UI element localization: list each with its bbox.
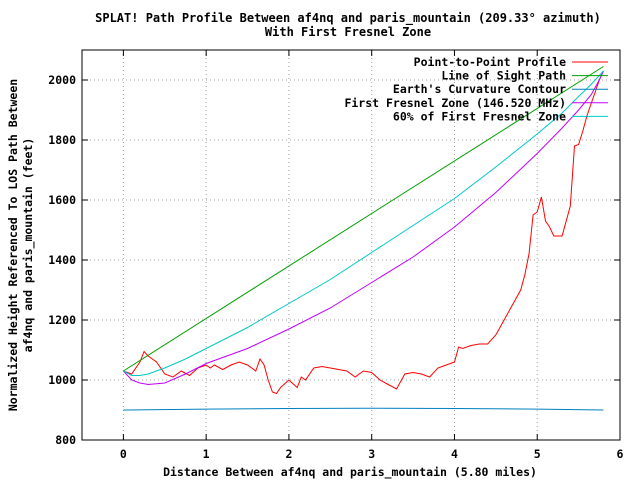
x-tick-label: 3	[368, 447, 375, 461]
x-tick-label: 5	[534, 447, 541, 461]
y-tick-label: 1600	[48, 193, 76, 207]
x-tick-label: 6	[617, 447, 624, 461]
y-axis-label-line2: af4nq and paris_mountain (feet)	[21, 138, 36, 353]
y-axis-label-line1: Normalized Height Referenced To LOS Path…	[6, 79, 20, 411]
y-tick-label: 1000	[48, 373, 76, 387]
x-tick-label: 4	[451, 447, 458, 461]
series-group	[123, 66, 604, 411]
chart-subtitle: With First Fresnel Zone	[265, 25, 431, 39]
legend-label-1: Point-to-Point Profile	[414, 55, 566, 69]
y-tick-label: 800	[55, 433, 76, 447]
legend-label-5: 60% of First Fresnel Zone	[393, 109, 566, 123]
legend-label-2: Line of Sight Path	[441, 69, 566, 83]
plot-frame	[81, 49, 621, 441]
y-tick-label: 2000	[48, 73, 76, 87]
legend-label-3: Earth's Curvature Contour	[393, 82, 566, 96]
y-tick-label: 1400	[48, 253, 76, 267]
tick-group: 0 1 2 3 4 5 6 800 1000 1200 1400 1600 1800 2000	[48, 50, 624, 461]
series-line-5	[123, 70, 604, 376]
x-tick-label: 0	[120, 447, 127, 461]
series-line-4	[123, 70, 604, 386]
x-tick-label: 2	[285, 447, 292, 461]
y-tick-label: 1800	[48, 133, 76, 147]
x-axis-label: Distance Between af4nq and paris_mountai…	[163, 465, 537, 480]
y-tick-label: 1200	[48, 313, 76, 327]
chart-title: SPLAT! Path Profile Between af4nq and pa…	[95, 11, 601, 26]
series-line-2	[123, 66, 604, 372]
legend-label-4: First Fresnel Zone (146.520 MHz)	[344, 96, 566, 110]
series-line-3	[123, 407, 604, 411]
x-tick-label: 1	[203, 447, 210, 461]
series-line-1	[123, 70, 604, 395]
